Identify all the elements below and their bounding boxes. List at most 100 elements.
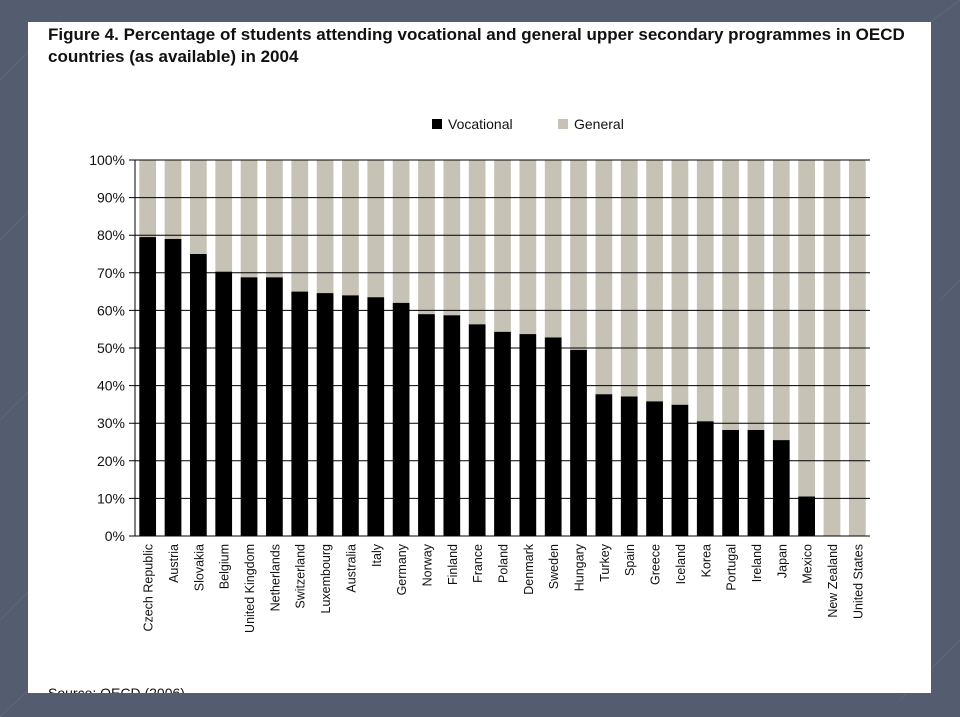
legend-label-vocational: Vocational [448, 116, 513, 132]
bar-vocational [696, 421, 714, 536]
y-tick-label: 10% [97, 490, 125, 506]
legend-swatch-vocational [432, 119, 442, 129]
bar-general [418, 160, 435, 315]
bar-general [139, 160, 157, 238]
bar-vocational [570, 349, 587, 536]
x-tick-label: United States [851, 544, 865, 619]
bar-vocational [240, 277, 258, 536]
bar-general [544, 160, 562, 338]
bar-vocational [544, 337, 562, 536]
x-tick-label: Netherlands [268, 544, 282, 611]
x-tick-label: Poland [497, 544, 511, 583]
x-tick-label: Norway [420, 543, 434, 586]
bar-general [646, 160, 663, 402]
y-tick-label: 30% [97, 415, 125, 431]
bar-vocational [189, 254, 207, 536]
bar-general [519, 160, 537, 335]
bar-vocational [468, 324, 486, 536]
bar-vocational [418, 314, 435, 536]
bar-general [696, 160, 714, 422]
bar-vocational [519, 334, 537, 536]
x-tick-label: France [471, 544, 485, 583]
x-tick-label: Turkey [598, 543, 612, 581]
legend-label-general: General [574, 116, 624, 132]
x-tick-label: Austria [167, 544, 181, 583]
x-tick-label: United Kingdom [243, 544, 257, 633]
bar-vocational [392, 302, 410, 536]
bar-general [747, 160, 765, 430]
x-tick-label: Australia [344, 544, 358, 593]
y-tick-label: 100% [89, 152, 125, 168]
x-tick-label: Switzerland [294, 544, 308, 609]
bar-vocational [671, 404, 689, 536]
x-tick-label: Sweden [547, 544, 561, 589]
bar-general [443, 160, 461, 316]
x-tick-label: Ireland [750, 544, 764, 582]
bar-general [620, 160, 638, 397]
bar-general [189, 160, 207, 254]
bar-general [722, 160, 739, 430]
y-tick-label: 90% [97, 190, 125, 206]
stacked-bar-chart: 0% 10% 20% 30% 40% 50% 60% 70% 80% 90% 100% Czech R… [89, 116, 870, 633]
x-tick-label: Italy [370, 543, 384, 567]
x-tick-label: Korea [699, 544, 713, 577]
x-tick-label: Denmark [522, 543, 536, 594]
x-tick-label: Germany [395, 543, 409, 595]
x-tick-label: Czech Republic [142, 544, 156, 632]
bar-general [342, 160, 359, 296]
x-tick-label: Iceland [674, 544, 688, 584]
bar-general [798, 160, 816, 497]
x-tick-label: Mexico [801, 544, 815, 584]
bar-general [164, 160, 182, 239]
bar-general [316, 160, 334, 294]
legend-swatch-general [558, 119, 568, 129]
y-tick-label: 20% [97, 453, 125, 469]
y-tick-label: 40% [97, 378, 125, 394]
bar-general [367, 160, 385, 298]
bar-vocational [291, 291, 309, 536]
bar-general [240, 160, 258, 278]
bar-general [772, 160, 790, 441]
x-tick-label: Japan [775, 544, 789, 578]
bar-general [291, 160, 309, 292]
bar-vocational [316, 293, 334, 536]
y-tick-label: 60% [97, 302, 125, 318]
bar-general [671, 160, 689, 405]
x-tick-label: New Zealand [826, 544, 840, 618]
bar-general [468, 160, 486, 325]
x-tick-label: Hungary [573, 543, 587, 591]
bar-general [494, 160, 511, 332]
x-tick-label: Finland [446, 544, 460, 585]
y-tick-label: 50% [97, 340, 125, 356]
bar-vocational [747, 429, 765, 536]
x-tick-label: Spain [623, 544, 637, 576]
bar-vocational [646, 401, 663, 536]
bar-vocational [164, 238, 182, 536]
bar-general [215, 160, 233, 272]
bar-vocational [342, 295, 359, 536]
x-tick-label: Greece [649, 544, 663, 585]
bar-vocational [367, 297, 385, 536]
figure-source: Source: OECD (2006) [48, 685, 185, 693]
y-tick-label: 80% [97, 227, 125, 243]
figure-panel: Figure 4. Percentage of students attendi… [28, 22, 931, 693]
bar-vocational [139, 237, 157, 536]
x-tick-label: Slovakia [192, 544, 206, 591]
bar-general [266, 160, 283, 278]
bar-vocational [215, 271, 233, 536]
bar-vocational [798, 496, 816, 536]
bar-vocational [722, 429, 739, 536]
figure-title: Figure 4. Percentage of students attendi… [48, 25, 905, 66]
bar-general [595, 160, 613, 395]
bar-vocational [772, 440, 790, 536]
bar-vocational [620, 396, 638, 536]
y-tick-label: 0% [105, 528, 125, 544]
bar-vocational [595, 394, 613, 536]
bar-vocational [443, 315, 461, 536]
bar-vocational [494, 331, 511, 536]
bar-general [392, 160, 410, 303]
x-tick-label: Luxembourg [319, 544, 333, 614]
x-tick-label: Belgium [218, 544, 232, 589]
y-tick-label: 70% [97, 265, 125, 281]
x-tick-label: Portugal [725, 544, 739, 591]
